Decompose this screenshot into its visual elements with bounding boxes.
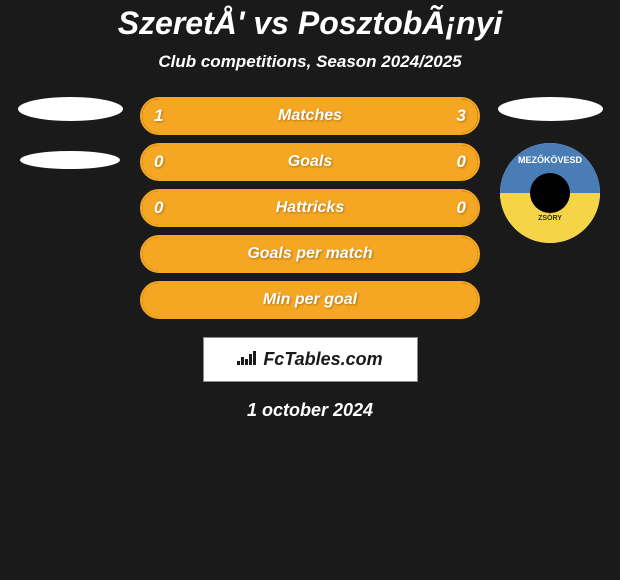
comparison-card: SzeretÅ' vs PosztobÃ¡nyi Club competitio… [0,0,620,421]
stat-bar: 13Matches [140,97,480,135]
page-title: SzeretÅ' vs PosztobÃ¡nyi [118,5,503,42]
right-player-col: MEZŐKÖVESD ZSÓRY [495,97,605,236]
subtitle: Club competitions, Season 2024/2025 [158,52,461,72]
left-player-col [15,97,125,169]
placeholder-ellipse [498,97,603,121]
badge-text-top: MEZŐKÖVESD [500,155,600,165]
stat-label: Goals per match [142,245,478,263]
badge-ball-icon [530,173,570,213]
stat-bar: Min per goal [140,281,480,319]
badge-text-bottom: ZSÓRY [500,215,600,222]
club-badge: MEZŐKÖVESD ZSÓRY [500,151,600,236]
stat-bar: Goals per match [140,235,480,273]
main-row: 13Matches 00Goals 00Hattricks Goals per mat… [0,97,620,319]
stat-bar: 00Hattricks [140,189,480,227]
date-text: 1 october 2024 [247,400,373,421]
placeholder-ellipse [18,97,123,121]
stat-label: Hattricks [142,199,478,217]
stat-label: Matches [142,107,478,125]
stat-label: Min per goal [142,291,478,309]
stat-bar: 00Goals [140,143,480,181]
stat-label: Goals [142,153,478,171]
chart-icon [237,349,257,370]
logo-text: FcTables.com [263,349,382,370]
placeholder-ellipse [20,151,120,169]
stats-bars: 13Matches 00Goals 00Hattricks Goals per mat… [140,97,480,319]
source-logo: FcTables.com [203,337,418,382]
